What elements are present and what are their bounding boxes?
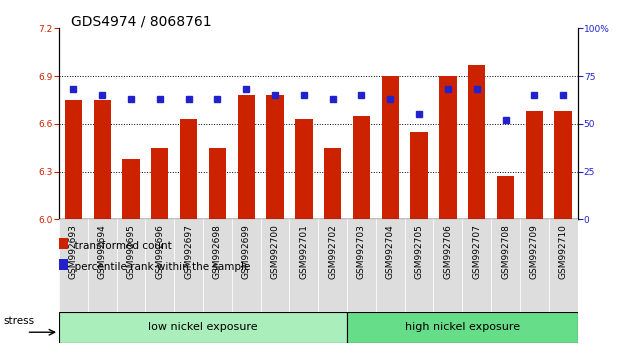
Bar [347,219,376,312]
Bar [209,148,226,219]
Bar [347,312,578,343]
Bar [439,76,456,219]
Text: GSM992693: GSM992693 [69,224,78,279]
Text: GSM992709: GSM992709 [530,224,539,279]
Bar [203,219,232,312]
Bar [59,259,68,270]
Text: GSM992705: GSM992705 [415,224,424,279]
Bar [433,219,462,312]
Text: GSM992702: GSM992702 [328,224,337,279]
Bar [94,100,111,219]
Bar [261,219,289,312]
Bar [238,95,255,219]
Bar [145,219,175,312]
Bar [122,159,140,219]
Bar [353,116,370,219]
Bar [88,219,117,312]
Bar [59,238,68,249]
Bar [180,119,197,219]
Bar [520,219,549,312]
Text: transformed count: transformed count [68,241,172,251]
Bar [382,76,399,219]
Bar [59,312,347,343]
Bar [318,219,347,312]
Bar [555,111,572,219]
Text: percentile rank within the sample: percentile rank within the sample [68,262,251,272]
Text: GSM992707: GSM992707 [472,224,481,279]
Text: GSM992697: GSM992697 [184,224,193,279]
Bar [491,219,520,312]
Text: GSM992701: GSM992701 [299,224,309,279]
Text: GSM992700: GSM992700 [271,224,279,279]
Text: GSM992695: GSM992695 [127,224,135,279]
Text: GSM992699: GSM992699 [242,224,251,279]
Bar [232,219,261,312]
Bar [151,148,168,219]
Bar [175,219,203,312]
Text: GDS4974 / 8068761: GDS4974 / 8068761 [71,14,212,28]
Text: GSM992703: GSM992703 [357,224,366,279]
Text: GSM992706: GSM992706 [443,224,452,279]
Text: GSM992694: GSM992694 [97,224,107,279]
Bar [405,219,433,312]
Bar [376,219,405,312]
Text: low nickel exposure: low nickel exposure [148,322,258,332]
Text: high nickel exposure: high nickel exposure [405,322,520,332]
Text: GSM992704: GSM992704 [386,224,395,279]
Bar [410,132,428,219]
Text: GSM992696: GSM992696 [155,224,165,279]
Text: stress: stress [3,316,34,326]
Text: GSM992698: GSM992698 [213,224,222,279]
Bar [266,95,284,219]
Text: GSM992708: GSM992708 [501,224,510,279]
Bar [468,65,486,219]
Bar [497,177,514,219]
Bar [289,219,318,312]
Bar [59,219,88,312]
Bar [324,148,342,219]
Bar [117,219,145,312]
Text: GSM992710: GSM992710 [559,224,568,279]
Bar [549,219,578,312]
Bar [525,111,543,219]
Bar [295,119,312,219]
Bar [462,219,491,312]
Bar [65,100,82,219]
